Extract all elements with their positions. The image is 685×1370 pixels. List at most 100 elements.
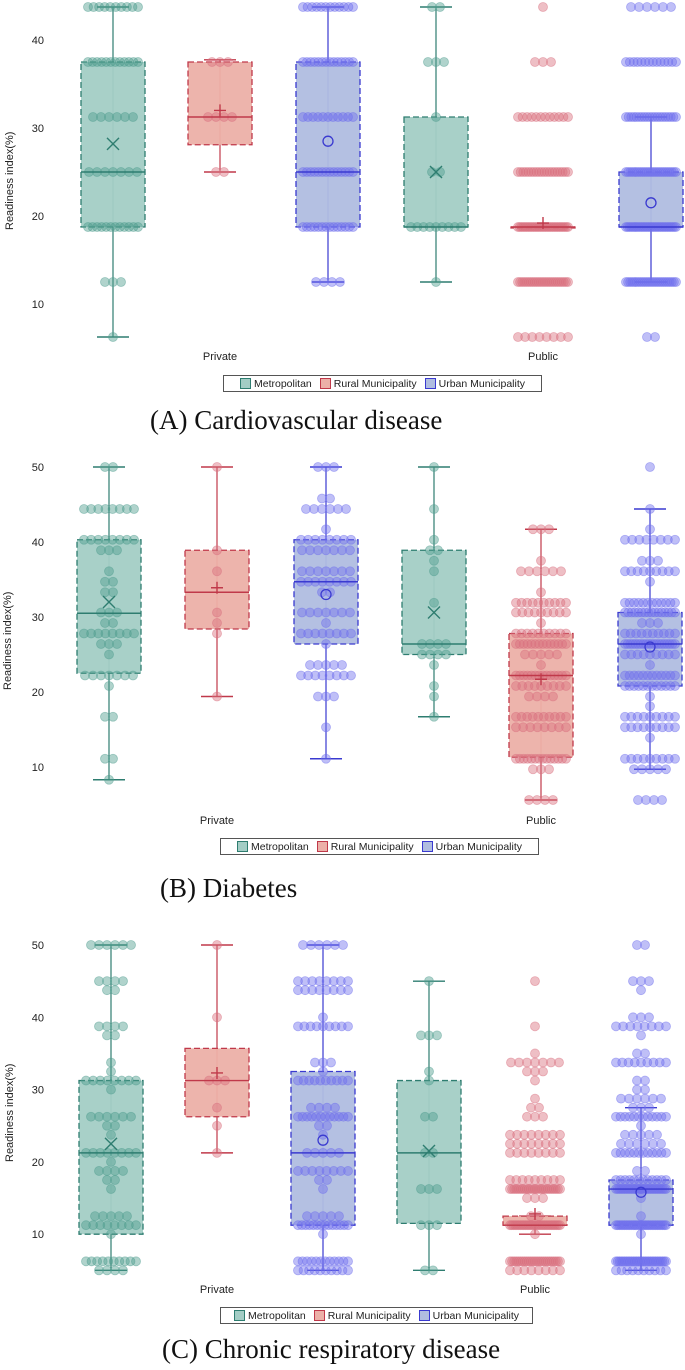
data-point bbox=[212, 940, 222, 950]
legend-label: Urban Municipality bbox=[435, 840, 523, 853]
data-point bbox=[344, 57, 355, 67]
data-point bbox=[298, 112, 308, 122]
data-point bbox=[641, 795, 651, 805]
data-point bbox=[538, 597, 549, 608]
data-point bbox=[611, 1021, 621, 1032]
data-point bbox=[109, 1075, 120, 1086]
data-point bbox=[621, 57, 631, 67]
data-point bbox=[518, 722, 529, 733]
data-point bbox=[660, 607, 670, 618]
data-point bbox=[560, 167, 571, 177]
data-point bbox=[628, 57, 639, 67]
data-point bbox=[663, 112, 674, 122]
data-point bbox=[539, 722, 550, 733]
data-point bbox=[317, 504, 327, 514]
data-point bbox=[515, 167, 526, 177]
box-iqr bbox=[187, 61, 253, 146]
data-point bbox=[618, 1021, 629, 1032]
data-point bbox=[343, 1265, 353, 1276]
data-point bbox=[297, 566, 307, 577]
data-point bbox=[293, 1265, 303, 1276]
data-point bbox=[636, 1229, 646, 1240]
data-point bbox=[112, 112, 122, 122]
data-point bbox=[641, 534, 652, 545]
y-tick-label: 40 bbox=[32, 537, 44, 549]
data-point bbox=[322, 940, 332, 950]
data-point bbox=[313, 691, 323, 702]
legend-item-urban: Urban Municipality bbox=[418, 1310, 519, 1322]
data-point bbox=[538, 1193, 548, 1203]
data-point bbox=[533, 1147, 544, 1158]
data-point bbox=[215, 57, 225, 67]
data-point bbox=[642, 112, 652, 122]
data-point bbox=[556, 566, 566, 577]
data-point bbox=[611, 1265, 621, 1276]
data-point bbox=[110, 1265, 120, 1276]
data-point bbox=[518, 167, 529, 177]
data-point bbox=[636, 1129, 646, 1140]
data-point bbox=[304, 1265, 315, 1276]
data-point bbox=[624, 1093, 634, 1104]
data-point bbox=[348, 57, 358, 67]
data-point bbox=[86, 534, 97, 545]
data-point bbox=[133, 2, 143, 12]
data-point bbox=[538, 628, 549, 639]
data-point bbox=[321, 691, 331, 702]
data-point bbox=[429, 566, 439, 577]
data-point bbox=[668, 112, 679, 122]
data-point bbox=[116, 1075, 127, 1086]
y-tick-label: 30 bbox=[32, 1085, 44, 1097]
data-point bbox=[663, 57, 674, 67]
data-point bbox=[670, 649, 680, 660]
data-point bbox=[345, 566, 355, 577]
data-point bbox=[646, 1021, 657, 1032]
data-point bbox=[652, 112, 663, 122]
data-point bbox=[514, 753, 525, 764]
data-point bbox=[321, 639, 331, 649]
data-point bbox=[344, 222, 355, 232]
mean-marker-circle bbox=[644, 641, 656, 653]
data-point bbox=[109, 1220, 120, 1231]
legend-item-urban: Urban Municipality bbox=[424, 378, 525, 390]
data-point bbox=[623, 607, 634, 618]
data-point bbox=[314, 1175, 324, 1185]
data-point bbox=[100, 753, 110, 764]
data-point bbox=[511, 711, 521, 722]
data-point bbox=[645, 691, 655, 702]
y-tick-label: 30 bbox=[32, 123, 44, 135]
legend-swatch-rural bbox=[316, 841, 328, 852]
legend-item-urban: Urban Municipality bbox=[421, 840, 523, 853]
data-point bbox=[223, 57, 233, 67]
data-point bbox=[104, 774, 114, 785]
data-point bbox=[114, 1211, 124, 1222]
data-point bbox=[536, 555, 546, 566]
data-point bbox=[627, 1265, 638, 1276]
data-point bbox=[321, 545, 331, 556]
data-point bbox=[516, 566, 526, 577]
data-point bbox=[102, 1075, 113, 1086]
data-point bbox=[307, 1166, 318, 1176]
data-point bbox=[313, 545, 323, 556]
data-point bbox=[102, 985, 112, 996]
legend-label: Metropolitan bbox=[250, 840, 309, 853]
data-point bbox=[212, 691, 222, 702]
data-point bbox=[534, 332, 545, 342]
data-point bbox=[642, 332, 652, 342]
data-point bbox=[416, 1220, 426, 1231]
data-point bbox=[637, 555, 647, 566]
data-point bbox=[429, 555, 439, 566]
data-point bbox=[86, 504, 97, 514]
data-point bbox=[561, 681, 571, 691]
data-point bbox=[324, 670, 335, 681]
data-point bbox=[212, 1102, 222, 1113]
legend-item-metropolitan: Metropolitan bbox=[236, 840, 309, 853]
data-point bbox=[520, 649, 530, 660]
data-point bbox=[335, 277, 345, 287]
data-point bbox=[511, 628, 521, 639]
data-point bbox=[212, 462, 222, 472]
mean-marker-x bbox=[104, 1137, 118, 1151]
data-point bbox=[86, 940, 96, 950]
data-point bbox=[303, 670, 314, 681]
data-point bbox=[513, 332, 523, 342]
data-point bbox=[94, 1265, 104, 1276]
